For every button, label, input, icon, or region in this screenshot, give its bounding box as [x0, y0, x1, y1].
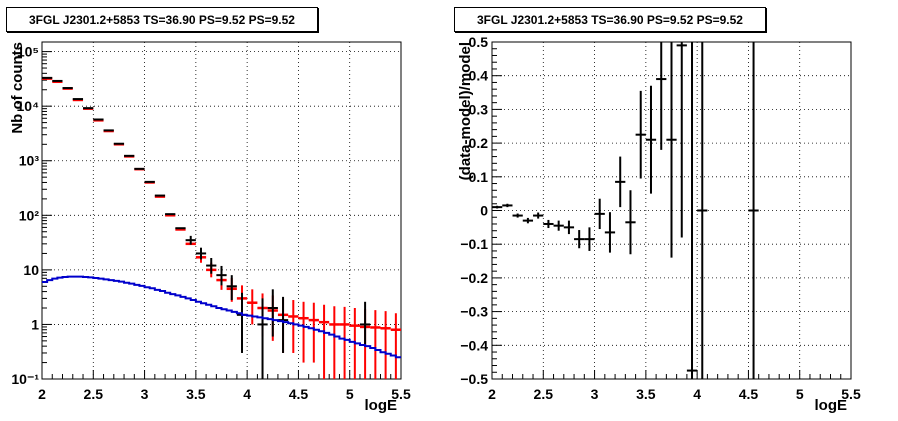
y-tick-label: 0.5: [469, 34, 489, 50]
x-tick-label: 3: [591, 386, 599, 402]
y-tick-label: 0.1: [469, 169, 489, 185]
y-tick-label: 1: [31, 316, 39, 332]
series-0: [492, 42, 759, 379]
x-tick-label: 2: [488, 386, 496, 402]
y-tick-label: 10: [23, 262, 39, 278]
x-tick-label: 2.5: [534, 386, 554, 402]
y-tick-label: 10³: [19, 153, 40, 169]
x-tick-label: 4: [243, 386, 251, 402]
series-1: [42, 76, 371, 379]
x-axis-title: logE: [815, 397, 848, 414]
y-tick-label: 10⁴: [17, 98, 40, 114]
residuals-panel: 2 2.5 3 3.5 4 4.5 5 5.5 −0.5 −0.4 −0.3 −0.2 −0.1 0 0.1…: [457, 34, 861, 414]
x-tick-label: 4: [693, 386, 701, 402]
x-tick-label: 5.5: [841, 386, 861, 402]
y-tick-label: 10⁵: [17, 44, 39, 60]
x-tick-label: 2.5: [84, 386, 104, 402]
y-axis-title: (data-model)/model: [457, 42, 474, 180]
x-axis-title: logE: [365, 397, 398, 414]
y-tick-label: 0.3: [469, 101, 489, 117]
y-tick-label: −0.2: [460, 270, 488, 286]
x-tick-label: 3.5: [636, 386, 656, 402]
y-tick-label: −0.3: [460, 304, 488, 320]
series-2: [42, 275, 401, 359]
x-tick-label: 3.5: [186, 386, 206, 402]
y-tick-label: −0.1: [460, 236, 488, 252]
x-tick-label: 2: [38, 386, 46, 402]
y-tick-label: 10⁻¹: [11, 371, 39, 387]
y-axis-title: Nb of counts: [9, 42, 26, 134]
x-tick-label: 4.5: [289, 386, 309, 402]
y-tick-label: 0: [480, 203, 488, 219]
y-tick-label: 0.2: [469, 135, 489, 151]
x-tick-label: 5: [796, 386, 804, 402]
counts-panel: 2 2.5 3 3.5 4 4.5 5 5.5 10⁻¹ 1 10 10² 10³ 10⁴ 10⁵ logE N…: [9, 41, 411, 414]
left-chart-title: 3FGL J2301.2+5853 TS=36.90 PS=9.52 PS=9.…: [6, 7, 318, 32]
x-tick-label: 4.5: [739, 386, 759, 402]
y-tick-label: 10²: [19, 207, 40, 223]
plot-frame: [41, 41, 402, 380]
x-tick-label: 3: [141, 386, 149, 402]
y-tick-label: −0.4: [460, 337, 488, 353]
y-tick-label: 0.4: [469, 68, 489, 84]
x-tick-label: 5: [346, 386, 354, 402]
x-tick-label: 5.5: [391, 386, 411, 402]
y-tick-label: −0.5: [460, 371, 488, 387]
right-chart-title: 3FGL J2301.2+5853 TS=36.90 PS=9.52 PS=9.…: [454, 7, 766, 32]
model-step-line: [42, 275, 401, 359]
